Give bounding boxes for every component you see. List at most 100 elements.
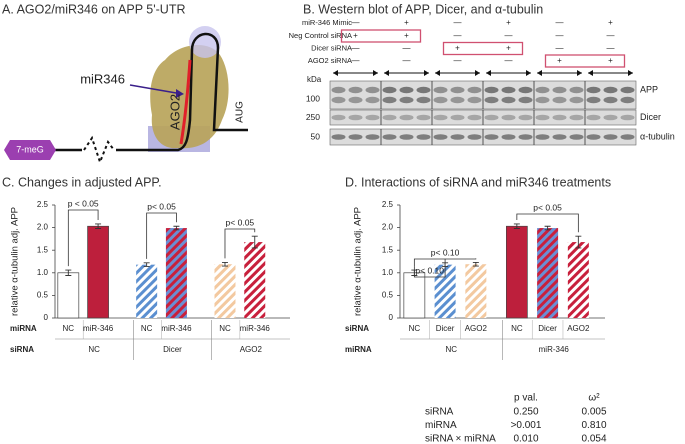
band	[535, 114, 550, 121]
stats-cell: 0.054	[581, 434, 606, 444]
band	[382, 96, 397, 104]
panel-a-title: A. AGO2/miR346 on APP 5'-UTR	[2, 2, 185, 16]
treatment-sign: +	[608, 56, 613, 65]
stats-table: p val. ω² siRNA 0.250 0.005 miRNA >0.001 0.810 s…	[425, 393, 607, 444]
treatment-sign: —	[556, 18, 564, 27]
mirna-strand	[179, 59, 192, 145]
row-label: miRNA	[10, 324, 37, 333]
treatment-label: miR-346 Mimic	[302, 18, 352, 27]
significance-bracket	[67, 209, 99, 267]
significance-label: p< 0.10	[431, 247, 460, 257]
significance-bracket	[146, 212, 177, 259]
kda-marker: 50	[311, 131, 321, 141]
band	[586, 134, 601, 140]
x-tick-label: AGO2	[567, 324, 590, 333]
band	[433, 114, 448, 121]
highlight-box	[442, 41, 524, 56]
band	[433, 96, 448, 104]
group-label: Dicer	[163, 345, 182, 354]
ago2-protein	[150, 44, 229, 149]
treatment-sign: —	[505, 56, 513, 65]
band-label: α-tubulin	[640, 131, 675, 141]
x-tick-label: AGO2	[465, 324, 488, 333]
band	[416, 134, 431, 140]
band	[552, 134, 567, 140]
aug-label: AUG	[235, 101, 246, 123]
x-tick-label: Dicer	[436, 324, 455, 333]
band	[433, 134, 448, 140]
band	[535, 134, 550, 140]
significance-bracket	[413, 258, 477, 267]
band	[348, 134, 363, 140]
band	[484, 96, 499, 104]
group-label: NC	[445, 345, 457, 354]
band	[450, 96, 465, 104]
treatment-sign: +	[506, 18, 511, 27]
y-tick-label: 0.5	[382, 291, 394, 300]
arrow-head	[176, 89, 184, 98]
band	[552, 86, 567, 94]
band	[620, 134, 635, 140]
arrow-head	[435, 70, 480, 76]
y-tick-label: 2.5	[37, 200, 49, 209]
mrna-hairpin	[116, 32, 248, 152]
group-label: miR-346	[539, 345, 570, 354]
band	[552, 96, 567, 104]
stats-header: p val.	[514, 393, 538, 404]
y-tick-label: 1.0	[37, 268, 49, 277]
group-label: AGO2	[240, 345, 263, 354]
panel-a: A. AGO2/miR346 on APP 5'-UTR miR346 AGO2…	[2, 2, 248, 165]
band	[518, 86, 533, 94]
y-tick-label: 2.5	[382, 200, 394, 209]
treatment-label: Dicer siRNA	[311, 43, 352, 52]
significance-bracket	[516, 213, 579, 233]
bar	[537, 228, 559, 318]
stats-cell: 0.005	[581, 407, 606, 418]
y-tick-label: 0	[389, 313, 394, 322]
band	[331, 96, 346, 104]
band-label: Dicer	[640, 112, 661, 122]
bar	[57, 272, 80, 319]
band	[348, 114, 363, 121]
band	[331, 134, 346, 140]
significance-bracket	[224, 228, 256, 259]
band	[382, 86, 397, 94]
stats-cell: 0.250	[513, 407, 538, 418]
panel-b-title: B. Western blot of APP, Dicer, and α-tub…	[303, 2, 543, 16]
error-bar	[513, 223, 520, 229]
treatment-sign: +	[557, 56, 562, 65]
band	[501, 86, 516, 94]
band	[620, 96, 635, 104]
bar	[465, 264, 487, 318]
x-tick-label: NC	[63, 324, 75, 333]
chart-title: D. Interactions of siRNA and miR346 trea…	[345, 175, 611, 189]
significance-label: p < 0.05	[68, 198, 99, 208]
bar	[214, 264, 236, 318]
y-tick-label: 0	[44, 313, 49, 322]
stats-row-label: miRNA	[425, 420, 457, 431]
band	[467, 134, 482, 140]
treatment-sign: —	[607, 31, 615, 40]
stats-row-label: siRNA	[425, 407, 454, 418]
ago2-label: AGO2	[167, 94, 182, 130]
highlight-box	[544, 54, 626, 68]
band	[586, 96, 601, 104]
band	[399, 86, 414, 94]
treatment-sign: —	[454, 18, 462, 27]
error-bar	[143, 262, 150, 267]
y-tick-label: 0.5	[37, 291, 49, 300]
group-label: NC	[88, 345, 100, 354]
treatment-sign: —	[556, 31, 564, 40]
x-tick-label: NC	[511, 324, 523, 333]
significance-label: p< 0.05	[226, 217, 255, 227]
treatment-sign: —	[403, 56, 411, 65]
treatment-label: AGO2 siRNA	[308, 56, 352, 65]
y-tick-label: 1.5	[37, 245, 49, 254]
stats-row-label: siRNA × miRNA	[425, 434, 496, 444]
significance-bracket	[413, 258, 446, 278]
band	[501, 96, 516, 104]
y-tick-label: 1.5	[382, 245, 394, 254]
band	[416, 114, 431, 121]
arrow-head	[384, 70, 429, 76]
band	[518, 96, 533, 104]
